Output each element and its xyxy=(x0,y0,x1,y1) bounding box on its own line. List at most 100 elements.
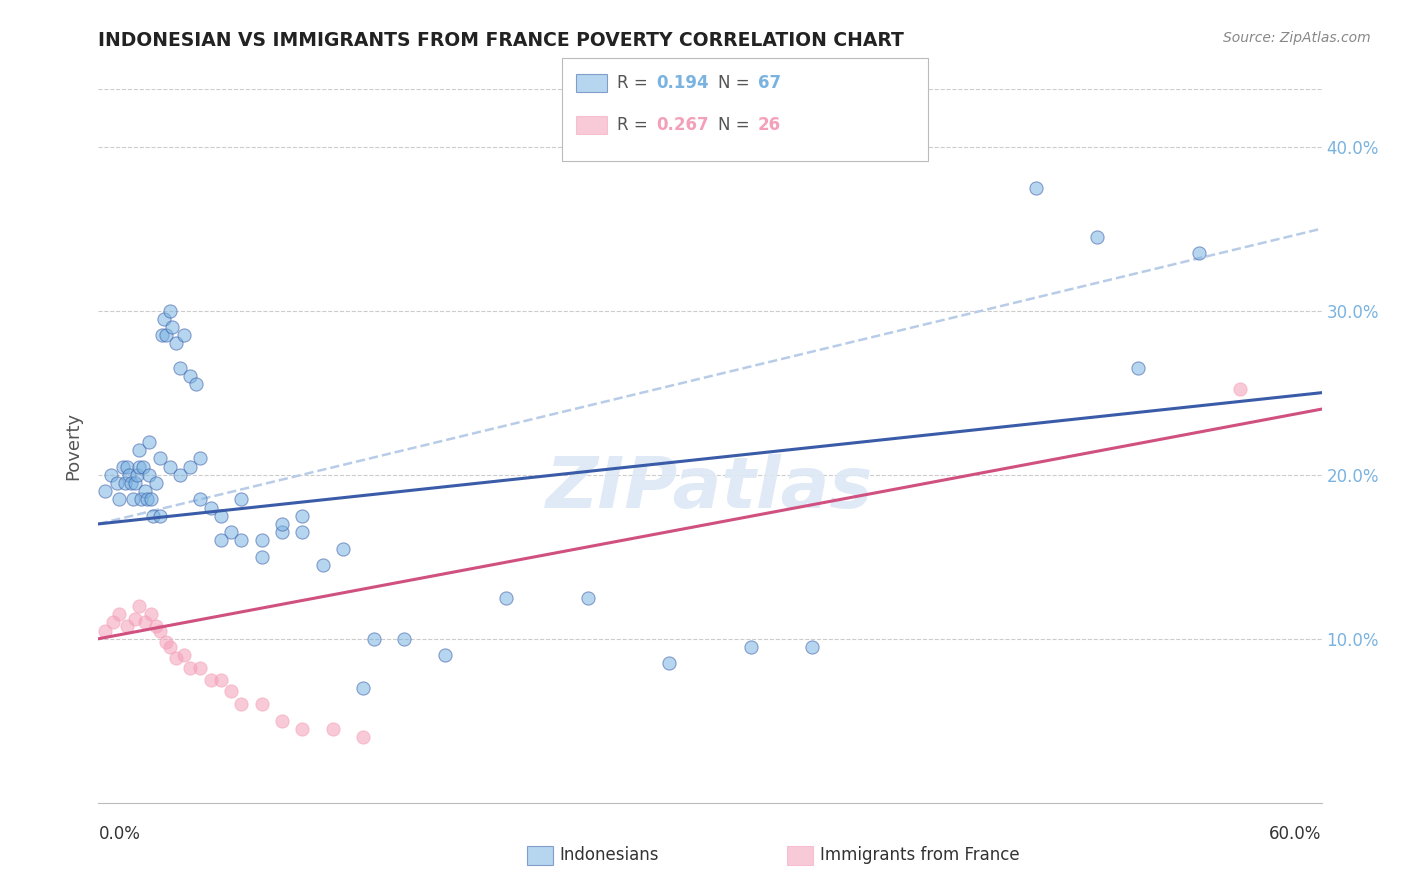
Point xyxy=(142,508,165,523)
Text: 26: 26 xyxy=(758,116,780,134)
Point xyxy=(270,516,294,531)
Point xyxy=(128,599,150,613)
Point xyxy=(152,311,174,326)
Point xyxy=(115,618,138,632)
Point xyxy=(270,525,294,540)
Point xyxy=(188,661,212,675)
Point xyxy=(149,451,172,466)
Point xyxy=(209,673,232,687)
Point xyxy=(250,698,273,712)
Point xyxy=(209,533,232,548)
Point xyxy=(250,533,273,548)
Point xyxy=(231,533,253,548)
Point xyxy=(173,328,195,343)
Point xyxy=(93,624,115,638)
Point xyxy=(149,508,172,523)
Point xyxy=(495,591,517,605)
Point xyxy=(291,508,314,523)
Text: Source: ZipAtlas.com: Source: ZipAtlas.com xyxy=(1223,31,1371,45)
Point xyxy=(159,303,181,318)
Point xyxy=(392,632,416,646)
Point xyxy=(138,467,160,482)
Y-axis label: Poverty: Poverty xyxy=(65,412,83,480)
Point xyxy=(101,615,124,630)
Point xyxy=(312,558,335,572)
Point xyxy=(169,361,191,376)
Point xyxy=(173,648,195,662)
Text: Indonesians: Indonesians xyxy=(560,846,659,863)
Text: 0.0%: 0.0% xyxy=(98,825,141,843)
Text: ZIPatlas: ZIPatlas xyxy=(547,454,873,524)
Point xyxy=(93,484,115,499)
Point xyxy=(129,492,152,507)
Point xyxy=(179,369,201,384)
Text: INDONESIAN VS IMMIGRANTS FROM FRANCE POVERTY CORRELATION CHART: INDONESIAN VS IMMIGRANTS FROM FRANCE POV… xyxy=(98,31,904,50)
Point xyxy=(231,492,253,507)
Point xyxy=(740,640,762,654)
Point xyxy=(134,484,156,499)
Point xyxy=(179,459,201,474)
Point xyxy=(155,328,177,343)
Point xyxy=(150,328,173,343)
Point xyxy=(134,615,156,630)
Point xyxy=(149,624,172,638)
Point xyxy=(188,451,212,466)
Text: R =: R = xyxy=(617,74,654,92)
Point xyxy=(160,320,183,334)
Point xyxy=(114,475,136,490)
Point xyxy=(200,500,222,515)
Point xyxy=(186,377,208,392)
Text: N =: N = xyxy=(718,116,755,134)
Point xyxy=(136,492,159,507)
Point xyxy=(179,661,201,675)
Point xyxy=(159,459,181,474)
Point xyxy=(576,591,599,605)
Point xyxy=(1229,383,1251,397)
Point xyxy=(155,635,177,649)
Point xyxy=(1085,230,1108,244)
Point xyxy=(145,475,167,490)
Point xyxy=(118,467,141,482)
Point xyxy=(270,714,294,728)
Point xyxy=(1025,180,1047,194)
Text: 0.194: 0.194 xyxy=(657,74,709,92)
Point xyxy=(145,618,167,632)
Point xyxy=(188,492,212,507)
Point xyxy=(219,525,242,540)
Point xyxy=(219,684,242,698)
Point xyxy=(169,467,191,482)
Point xyxy=(141,492,163,507)
Point xyxy=(332,541,354,556)
Point xyxy=(122,492,145,507)
Point xyxy=(209,508,232,523)
Point xyxy=(658,657,681,671)
Text: R =: R = xyxy=(617,116,654,134)
Point xyxy=(124,475,146,490)
Point xyxy=(1188,246,1211,260)
Point xyxy=(128,459,150,474)
Point xyxy=(231,698,253,712)
Point xyxy=(363,632,385,646)
Point xyxy=(132,459,155,474)
Text: 0.267: 0.267 xyxy=(657,116,709,134)
Point xyxy=(138,434,160,449)
Point xyxy=(291,525,314,540)
Text: 60.0%: 60.0% xyxy=(1270,825,1322,843)
Point xyxy=(165,651,187,665)
Point xyxy=(801,640,824,654)
Point xyxy=(120,475,142,490)
Point xyxy=(108,492,131,507)
Point xyxy=(115,459,138,474)
Point xyxy=(200,673,222,687)
Point xyxy=(291,722,314,736)
Point xyxy=(434,648,457,662)
Point xyxy=(1128,361,1150,376)
Point xyxy=(111,459,134,474)
Point xyxy=(127,467,149,482)
Point xyxy=(159,640,181,654)
Point xyxy=(108,607,131,622)
Point xyxy=(322,722,344,736)
Point xyxy=(141,607,163,622)
Text: Immigrants from France: Immigrants from France xyxy=(820,846,1019,863)
Point xyxy=(128,443,150,458)
